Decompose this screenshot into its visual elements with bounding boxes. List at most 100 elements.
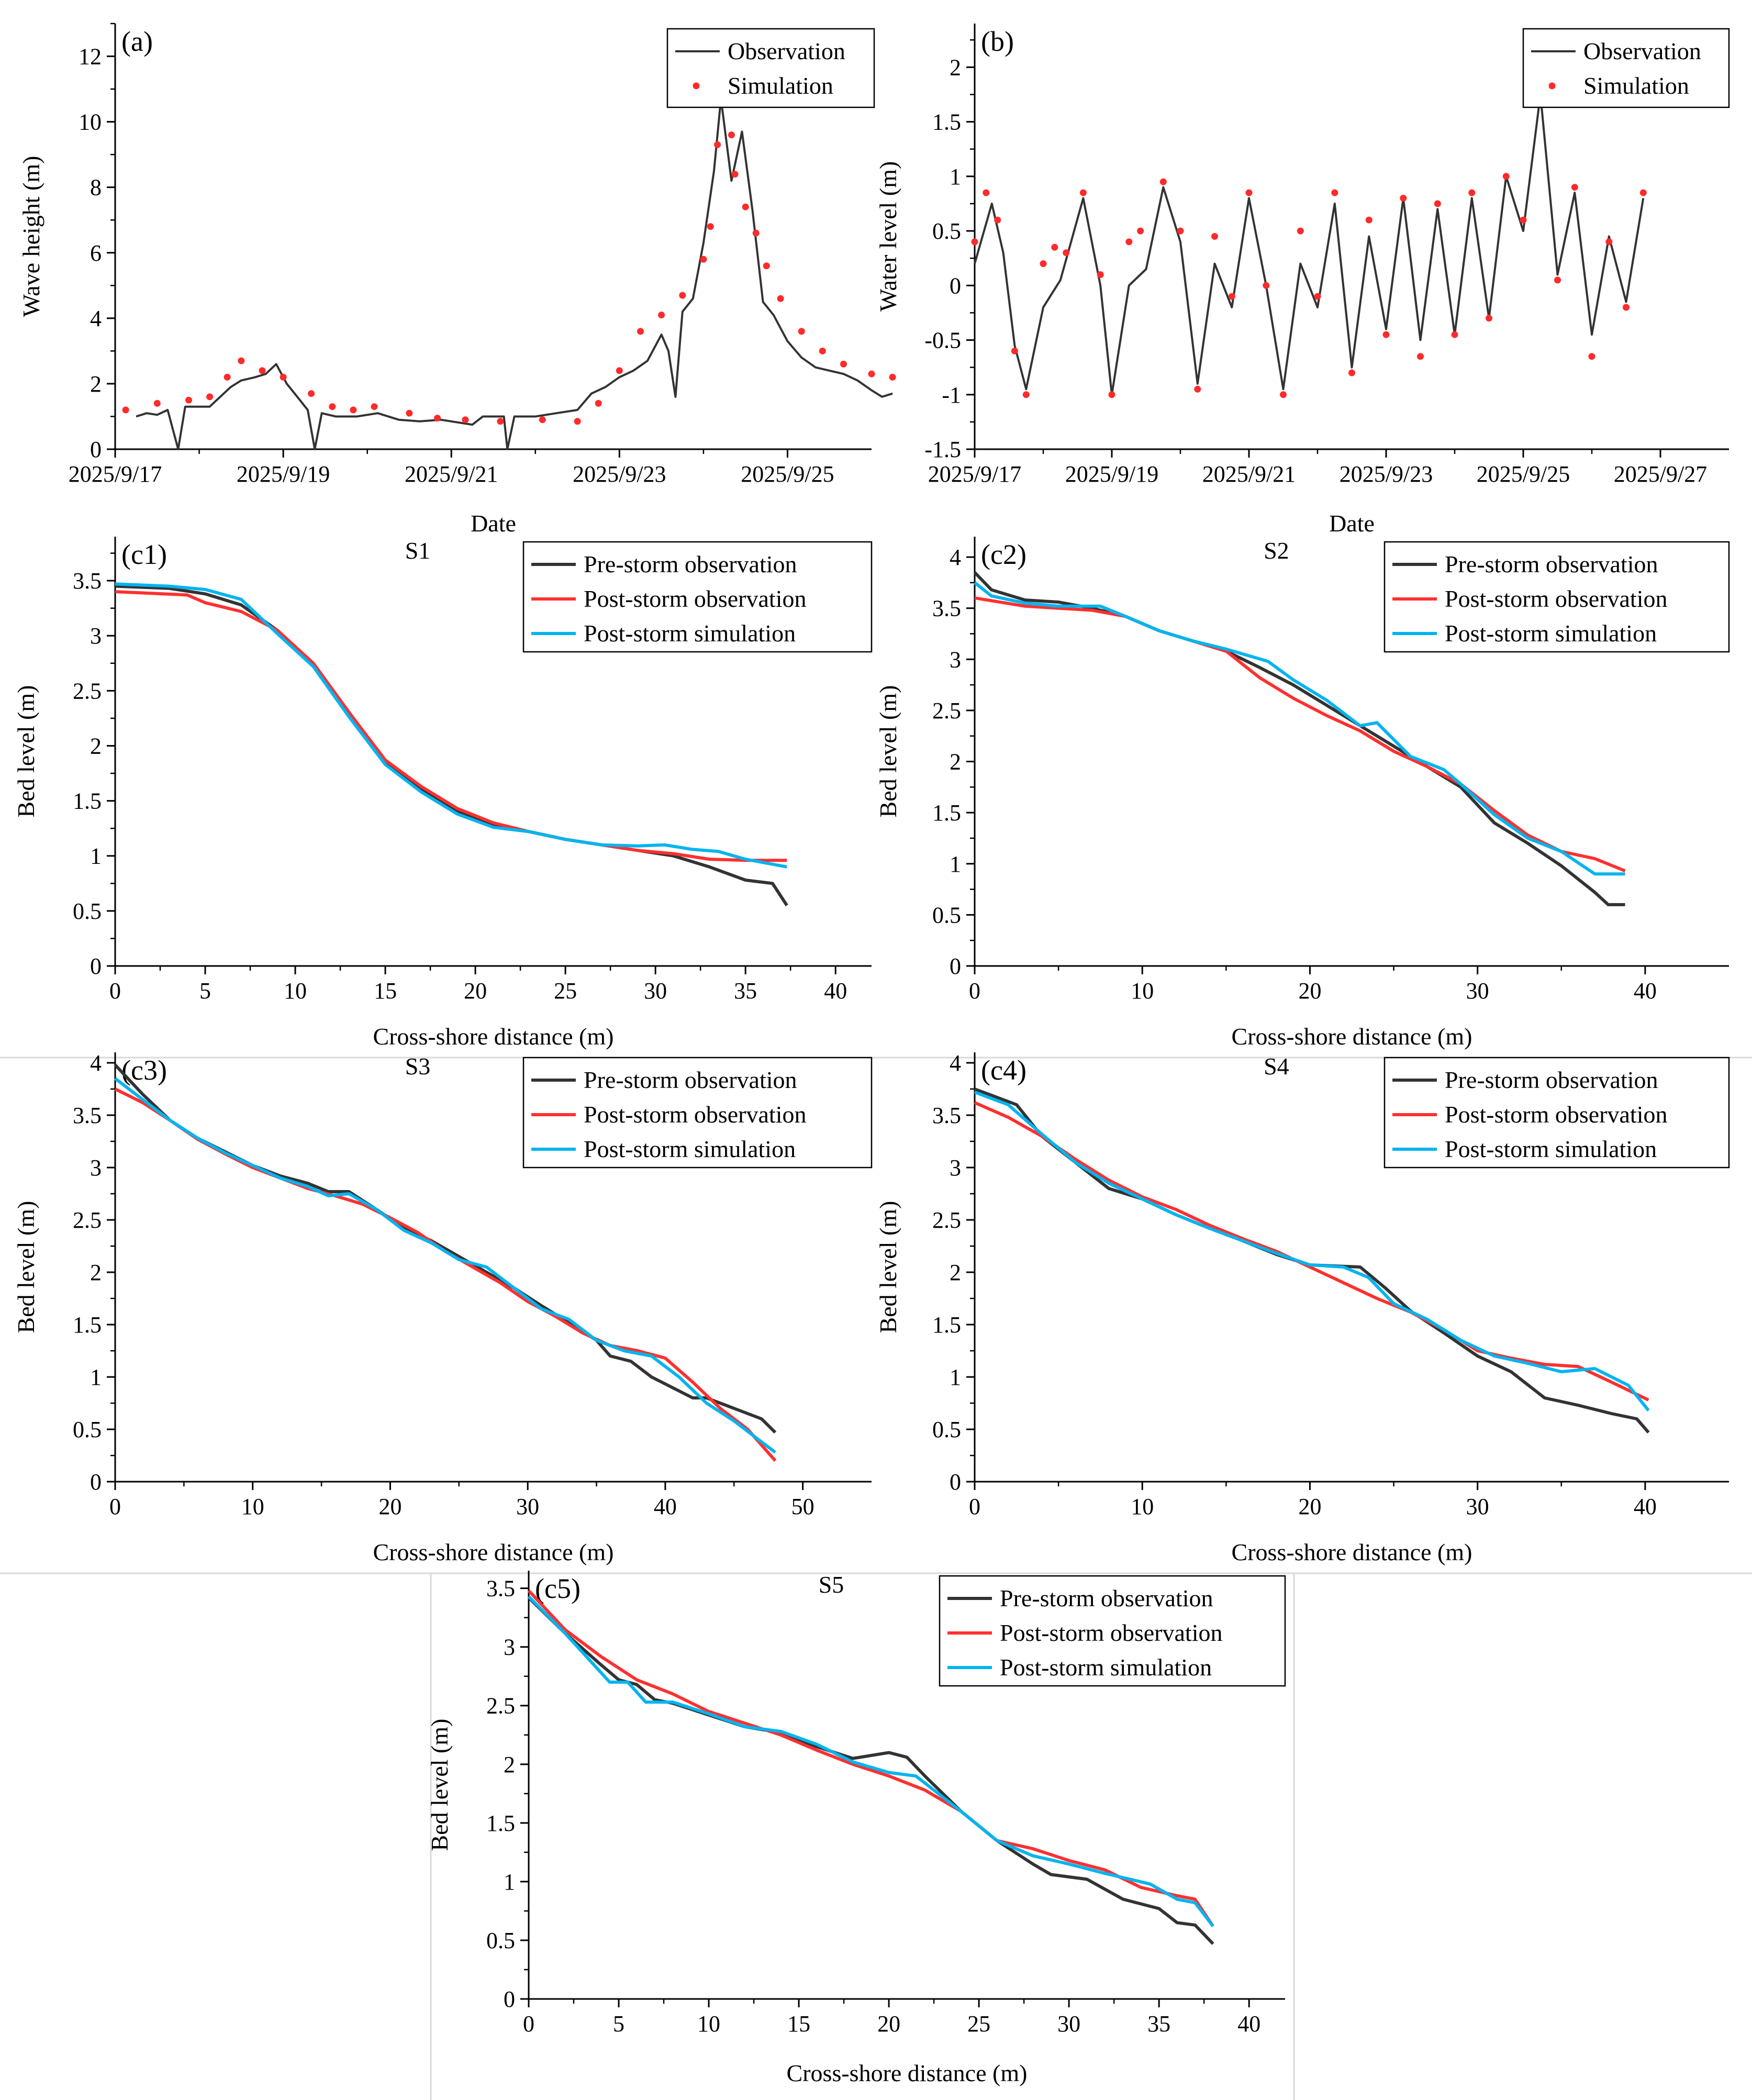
x-tick-label: 20 <box>1298 1494 1321 1519</box>
legend-entry: Post-storm simulation <box>1445 620 1657 647</box>
y-tick-label: 4 <box>950 1050 961 1076</box>
y-tick-label: 4 <box>90 306 102 331</box>
y-tick-label: 1.5 <box>932 800 961 826</box>
chart-panel-a: 0 2 4 6 8 10 12 2025/9/17 2025/9/19 2025/9/21 2025… <box>18 23 896 537</box>
x-tick-label: 0 <box>109 1494 121 1519</box>
y-tick-label: 4 <box>950 545 961 570</box>
legend-entry: Post-storm simulation <box>1445 1136 1657 1162</box>
simulation-marker <box>714 141 721 148</box>
simulation-marker <box>1125 238 1133 246</box>
simulation-marker <box>1331 189 1338 196</box>
y-tick-label: 2 <box>950 54 961 80</box>
simulation-marker <box>1451 331 1458 338</box>
panel-label: (c4) <box>981 1054 1026 1086</box>
simulation-marker <box>350 406 357 414</box>
legend: Pre-storm observation Post-storm observat… <box>1383 541 1730 653</box>
legend: Pre-storm observation Post-storm observat… <box>939 1575 1286 1687</box>
simulation-marker <box>122 406 129 414</box>
x-tick-label: 30 <box>516 1494 539 1519</box>
x-tick-label: 30 <box>644 978 667 1004</box>
series-line <box>136 97 893 450</box>
simulation-marker <box>658 312 665 319</box>
simulation-marker <box>1571 184 1578 191</box>
simulation-marker <box>308 390 315 397</box>
series-line <box>527 1590 1214 1927</box>
y-tick-label: 3 <box>90 623 102 649</box>
simulation-marker <box>707 223 714 230</box>
simulation-marker <box>539 416 546 424</box>
legend-box <box>522 541 873 653</box>
simulation-marker <box>1468 189 1476 196</box>
x-tick-label: 10 <box>284 978 307 1004</box>
x-tick-label: 0 <box>969 1494 980 1519</box>
simulation-marker <box>1263 282 1270 289</box>
simulation-marker <box>1137 227 1144 235</box>
series-line <box>974 596 1626 873</box>
x-tick-label: 2025/9/25 <box>1477 461 1570 487</box>
legend-entry: Post-storm observation <box>584 1101 806 1128</box>
simulation-marker <box>1486 315 1492 322</box>
y-axis-label: Wave height (m) <box>18 156 44 317</box>
y-tick-label: 3 <box>504 1635 515 1660</box>
x-tick-label: 40 <box>1634 1494 1657 1519</box>
simulation-marker <box>983 189 990 196</box>
y-tick-label: 1.5 <box>932 109 961 135</box>
x-tick-label: 2025/9/25 <box>741 461 834 487</box>
y-tick-label: 0.5 <box>73 898 102 924</box>
simulation-marker <box>406 409 413 417</box>
series-line <box>974 1091 1650 1412</box>
simulation-marker <box>1623 304 1630 311</box>
simulation-marker <box>752 229 760 237</box>
simulation-marker <box>1011 347 1018 354</box>
simulation-marker <box>224 373 231 381</box>
y-tick-label: 0.5 <box>932 902 961 928</box>
chart-panel-c3: 00.511.522.533.540 10 20 30 40 50Cross-shore … <box>13 1050 873 1565</box>
simulation-marker <box>1588 353 1595 360</box>
simulation-marker <box>1434 200 1441 207</box>
x-tick-label: 30 <box>1466 978 1489 1004</box>
y-tick-label: 0.5 <box>73 1417 102 1442</box>
legend-entry: Pre-storm observation <box>1000 1585 1213 1612</box>
legend-entry: Simulation <box>1583 72 1689 99</box>
simulation-marker <box>1280 391 1287 398</box>
simulation-marker <box>971 238 978 246</box>
legend: Observation Simulation <box>666 28 875 108</box>
simulation-marker <box>763 262 770 270</box>
y-axis-label: Water level (m) <box>875 161 901 312</box>
x-tick-label: 20 <box>378 1494 401 1519</box>
y-tick-label: 1 <box>950 851 961 877</box>
simulation-marker <box>329 403 336 410</box>
legend-box <box>1383 541 1730 653</box>
simulation-marker <box>371 403 378 410</box>
x-tick-label: 20 <box>877 2011 900 2037</box>
simulation-marker <box>1228 293 1235 300</box>
legend: Pre-storm observation Post-storm observat… <box>522 1057 873 1169</box>
simulation-marker <box>1051 243 1058 251</box>
y-tick-label: 1.5 <box>73 788 102 814</box>
x-tick-label: 30 <box>1057 2011 1080 2037</box>
y-axis-label: Bed level (m) <box>13 1201 39 1334</box>
series-line <box>974 93 1645 396</box>
y-tick-label: 3 <box>950 647 961 672</box>
x-tick-label: 10 <box>1131 978 1154 1004</box>
y-tick-label: 8 <box>90 175 102 201</box>
x-tick-label: 2025/9/27 <box>1614 461 1707 487</box>
y-tick-label: 12 <box>79 44 102 70</box>
simulation-marker <box>1400 195 1407 202</box>
simulation-marker <box>1348 369 1355 376</box>
y-tick-label: 2.5 <box>932 698 961 724</box>
simulation-marker <box>1159 178 1167 185</box>
simulation-marker <box>1365 216 1372 224</box>
x-tick-label: 2025/9/19 <box>1065 461 1158 487</box>
series-line <box>527 1595 1214 1927</box>
x-tick-label: 0 <box>109 978 121 1004</box>
legend-entry: Post-storm simulation <box>584 1136 796 1162</box>
y-tick-label: 2 <box>90 371 102 397</box>
x-tick-label: 0 <box>523 2011 534 2037</box>
x-tick-label: 2025/9/23 <box>573 461 666 487</box>
legend: Pre-storm observation Post-storm observat… <box>522 541 873 653</box>
simulation-marker <box>1177 227 1184 235</box>
y-tick-label: 3.5 <box>932 1103 961 1128</box>
